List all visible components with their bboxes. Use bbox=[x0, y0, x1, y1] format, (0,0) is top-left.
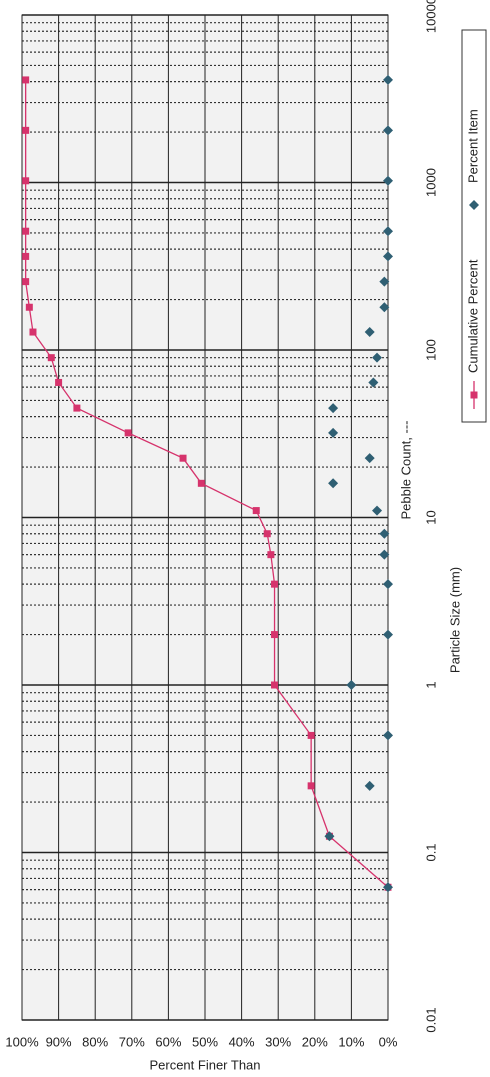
data-point bbox=[124, 429, 132, 437]
y-tick-label: 90% bbox=[46, 1034, 72, 1049]
data-point bbox=[22, 227, 30, 235]
legend-marker bbox=[469, 200, 479, 210]
data-point bbox=[379, 302, 390, 313]
y-tick-label: 50% bbox=[192, 1034, 218, 1049]
data-point bbox=[197, 479, 205, 487]
data-point bbox=[22, 252, 30, 260]
data-point bbox=[179, 454, 187, 462]
x-tick-label: 0.01 bbox=[423, 1007, 438, 1032]
data-point bbox=[328, 403, 339, 414]
y-tick-label: 0% bbox=[379, 1034, 398, 1049]
data-point bbox=[22, 76, 30, 84]
y-tick-label: 60% bbox=[155, 1034, 181, 1049]
y-tick-label: 10% bbox=[338, 1034, 364, 1049]
data-point bbox=[25, 303, 33, 311]
x-tick-label: 100 bbox=[423, 339, 438, 361]
data-point bbox=[383, 882, 393, 893]
data-point bbox=[307, 782, 315, 790]
y-axis-title: Percent Finer Than bbox=[149, 1057, 260, 1072]
data-point bbox=[383, 629, 393, 640]
data-point bbox=[307, 731, 315, 739]
data-point bbox=[346, 680, 357, 690]
data-point bbox=[55, 378, 63, 386]
y-tick-label: 100% bbox=[5, 1034, 39, 1049]
data-point bbox=[271, 681, 279, 689]
data-point bbox=[271, 580, 279, 588]
data-point bbox=[271, 631, 279, 639]
y-tick-label: 80% bbox=[82, 1034, 108, 1049]
data-point bbox=[73, 404, 81, 412]
y-tick-label: 30% bbox=[265, 1034, 291, 1049]
data-point bbox=[267, 551, 275, 559]
data-point bbox=[372, 352, 383, 363]
chart-title: Pebble Count, --- bbox=[398, 421, 413, 520]
x-tick-label: 0.1 bbox=[423, 843, 438, 861]
legend-label: Percent Item bbox=[465, 109, 480, 183]
data-point bbox=[328, 478, 339, 489]
data-point bbox=[379, 276, 390, 287]
legend-box bbox=[461, 29, 487, 423]
data-point bbox=[364, 780, 375, 791]
x-axis-title: Particle Size (mm) bbox=[447, 567, 462, 673]
data-point bbox=[324, 831, 335, 842]
x-tick-label: 10000 bbox=[423, 0, 438, 33]
data-point bbox=[22, 177, 30, 185]
data-point bbox=[22, 126, 30, 134]
data-point bbox=[22, 278, 30, 286]
legend-label: Cumulative Percent bbox=[465, 259, 480, 373]
data-point bbox=[379, 528, 390, 539]
data-point bbox=[383, 730, 393, 741]
data-point bbox=[263, 530, 271, 538]
data-point bbox=[383, 579, 393, 590]
data-point bbox=[383, 251, 393, 262]
data-point bbox=[364, 453, 375, 464]
y-tick-label: 20% bbox=[302, 1034, 328, 1049]
data-point bbox=[383, 226, 393, 237]
x-tick-label: 1 bbox=[423, 681, 438, 688]
data-point bbox=[383, 125, 393, 136]
series-line bbox=[25, 79, 389, 888]
x-tick-label: 1000 bbox=[423, 168, 438, 197]
data-point bbox=[372, 505, 383, 516]
data-point bbox=[364, 327, 375, 338]
x-tick-label: 10 bbox=[423, 510, 438, 524]
data-point bbox=[379, 549, 390, 560]
data-point bbox=[383, 175, 393, 186]
data-point bbox=[47, 354, 55, 362]
data-point bbox=[328, 427, 339, 438]
data-point bbox=[383, 74, 393, 85]
y-tick-label: 40% bbox=[229, 1034, 255, 1049]
data-point bbox=[252, 507, 260, 515]
y-tick-label: 70% bbox=[119, 1034, 145, 1049]
data-point bbox=[29, 328, 37, 336]
data-point bbox=[368, 377, 379, 388]
legend-marker bbox=[470, 391, 478, 399]
